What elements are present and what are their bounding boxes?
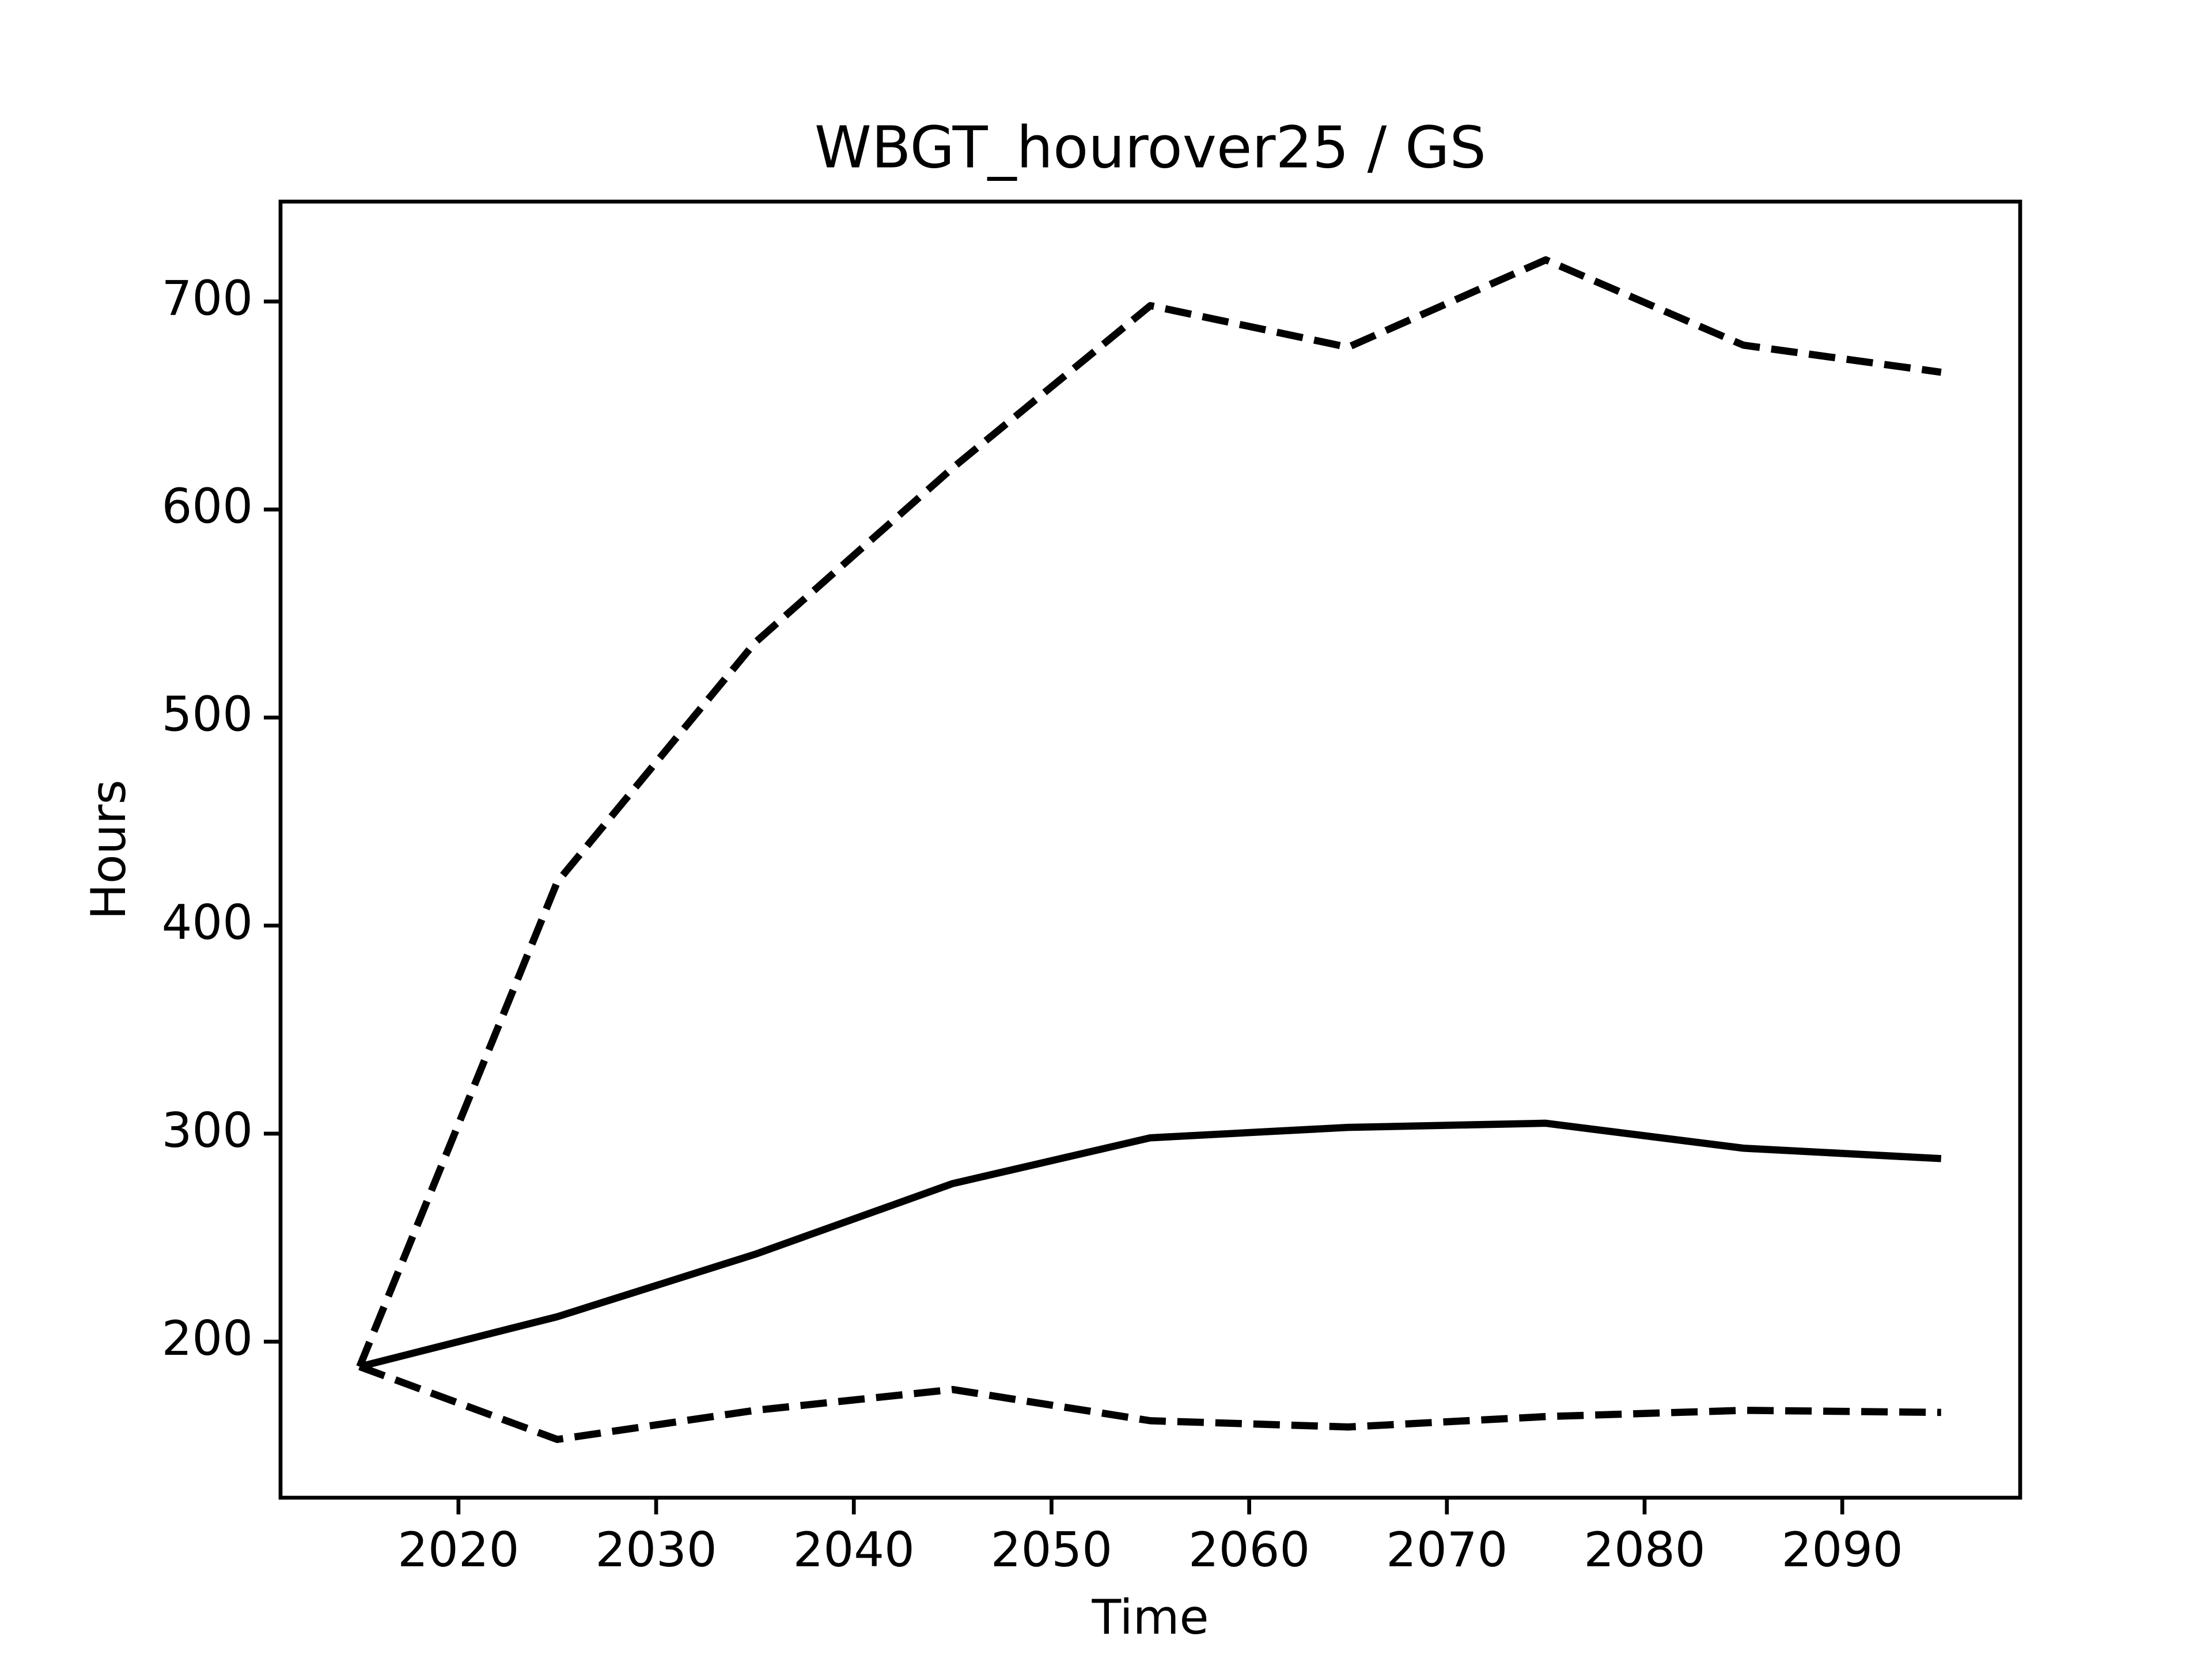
x-tick-label: 2020 — [397, 1522, 519, 1578]
line — [358, 1119, 1942, 1370]
x-tick-label: 2060 — [1188, 1522, 1310, 1578]
chart-title: WBGT_hourover25 / GS — [815, 113, 1486, 181]
x-tick-label: 2090 — [1782, 1522, 1903, 1578]
y-tick-label: 300 — [162, 1103, 253, 1158]
x-tick-label: 2070 — [1386, 1522, 1508, 1578]
y-tick-label: 700 — [162, 270, 253, 326]
x-tick-label: 2030 — [595, 1522, 717, 1578]
y-tick-label: 200 — [162, 1310, 253, 1366]
axes-frame — [278, 199, 2022, 1500]
line — [356, 256, 1942, 1368]
y-tick-label: 400 — [162, 895, 253, 950]
x-tick-label: 2040 — [793, 1522, 915, 1578]
x-axis-label: Time — [1091, 1589, 1209, 1645]
y-axis-label: Hours — [81, 779, 137, 919]
x-tick-label: 2080 — [1584, 1522, 1705, 1578]
y-tick-label: 600 — [162, 478, 253, 534]
line — [358, 1363, 1941, 1444]
y-tick-label: 500 — [162, 687, 253, 743]
x-tick-label: 2050 — [991, 1522, 1112, 1578]
